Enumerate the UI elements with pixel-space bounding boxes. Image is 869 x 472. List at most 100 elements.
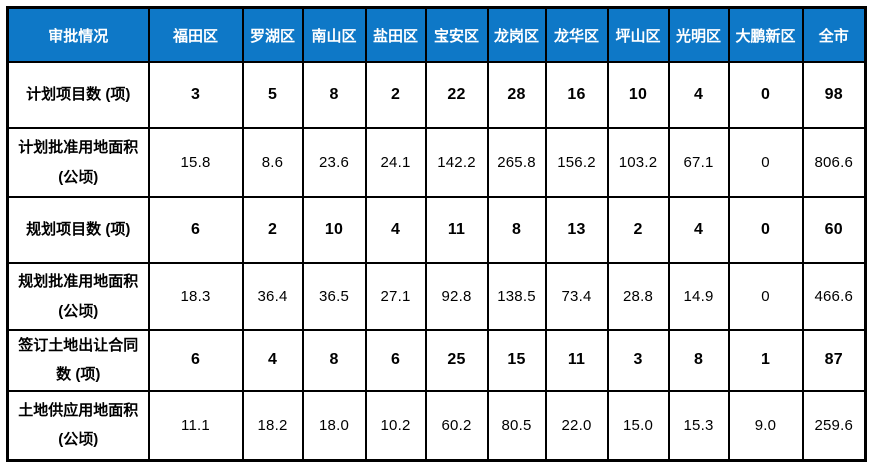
row-label: 计划项目数 (项) bbox=[6, 61, 150, 129]
row-label: 规划项目数 (项) bbox=[6, 196, 150, 264]
data-cell: 14.9 bbox=[667, 262, 730, 331]
data-cell: 10.2 bbox=[364, 389, 427, 462]
data-cell: 265.8 bbox=[486, 127, 547, 198]
data-cell: 87 bbox=[801, 329, 867, 392]
data-cell: 22 bbox=[424, 61, 489, 129]
data-cell: 806.6 bbox=[801, 127, 867, 198]
data-cell: 10 bbox=[301, 196, 367, 264]
data-cell: 28 bbox=[486, 61, 547, 129]
data-cell: 24.1 bbox=[364, 127, 427, 198]
approval-statistics-table: 审批情况 福田区 罗湖区 南山区 盐田区 宝安区 龙岗区 龙华区 坪山区 光明区 大鹏新区 全市 计划… bbox=[6, 6, 867, 462]
table-body: 计划项目数 (项) 3 5 8 2 22 28 16 10 4 0 98 计划批准用地面积 (公顷) 15.… bbox=[6, 61, 867, 462]
data-cell: 98 bbox=[801, 61, 867, 129]
data-cell: 67.1 bbox=[667, 127, 730, 198]
data-cell: 60 bbox=[801, 196, 867, 264]
table-row: 规划项目数 (项) 6 2 10 4 11 8 13 2 4 0 60 bbox=[6, 196, 867, 264]
data-cell: 6 bbox=[147, 329, 244, 392]
data-cell: 259.6 bbox=[801, 389, 867, 462]
district-column-header: 龙华区 bbox=[544, 6, 609, 63]
table-row: 计划批准用地面积 (公顷) 15.8 8.6 23.6 24.1 142.2 265.8 156… bbox=[6, 127, 867, 198]
table-row: 规划批准用地面积 (公顷) 18.3 36.4 36.5 27.1 92.8 138.5 73.… bbox=[6, 262, 867, 331]
data-cell: 9.0 bbox=[727, 389, 804, 462]
data-cell: 92.8 bbox=[424, 262, 489, 331]
data-cell: 8 bbox=[667, 329, 730, 392]
data-cell: 5 bbox=[241, 61, 304, 129]
data-cell: 0 bbox=[727, 196, 804, 264]
data-cell: 13 bbox=[544, 196, 609, 264]
data-cell: 2 bbox=[606, 196, 670, 264]
row-label-line2: (公顷) bbox=[58, 431, 99, 449]
data-cell: 103.2 bbox=[606, 127, 670, 198]
data-cell: 36.5 bbox=[301, 262, 367, 331]
district-column-header: 宝安区 bbox=[424, 6, 489, 63]
row-label: 土地供应用地面积 (公顷) bbox=[6, 389, 150, 462]
data-cell: 1 bbox=[727, 329, 804, 392]
data-cell: 73.4 bbox=[544, 262, 609, 331]
data-cell: 11 bbox=[544, 329, 609, 392]
header-row: 审批情况 福田区 罗湖区 南山区 盐田区 宝安区 龙岗区 龙华区 坪山区 光明区 大鹏新区 全市 bbox=[6, 6, 867, 63]
data-cell: 15 bbox=[486, 329, 547, 392]
table-row: 计划项目数 (项) 3 5 8 2 22 28 16 10 4 0 98 bbox=[6, 61, 867, 129]
data-cell: 2 bbox=[241, 196, 304, 264]
row-label-line2: (公顷) bbox=[58, 302, 99, 320]
data-cell: 6 bbox=[147, 196, 244, 264]
data-cell: 8.6 bbox=[241, 127, 304, 198]
district-column-header: 大鹏新区 bbox=[727, 6, 804, 63]
data-cell: 27.1 bbox=[364, 262, 427, 331]
data-cell: 80.5 bbox=[486, 389, 547, 462]
data-cell: 4 bbox=[241, 329, 304, 392]
row-label-line1: 计划批准用地面积 bbox=[18, 139, 139, 157]
data-cell: 8 bbox=[301, 329, 367, 392]
district-column-header: 盐田区 bbox=[364, 6, 427, 63]
data-cell: 15.0 bbox=[606, 389, 670, 462]
district-column-header: 全市 bbox=[801, 6, 867, 63]
data-cell: 15.3 bbox=[667, 389, 730, 462]
corner-header: 审批情况 bbox=[6, 6, 150, 63]
row-label-line1: 土地供应用地面积 bbox=[18, 402, 139, 419]
data-cell: 15.8 bbox=[147, 127, 244, 198]
data-cell: 10 bbox=[606, 61, 670, 129]
data-cell: 60.2 bbox=[424, 389, 489, 462]
data-cell: 8 bbox=[486, 196, 547, 264]
row-label-line1: 签订土地出让合同 bbox=[18, 337, 139, 354]
data-cell: 156.2 bbox=[544, 127, 609, 198]
row-label-line2: 数 (项) bbox=[56, 366, 101, 384]
table-row: 土地供应用地面积 (公顷) 11.1 18.2 18.0 10.2 60.2 80.5 22.0… bbox=[6, 389, 867, 462]
row-label-line2: (公顷) bbox=[58, 168, 99, 186]
data-cell: 0 bbox=[727, 61, 804, 129]
district-column-header: 坪山区 bbox=[606, 6, 670, 63]
row-label: 规划批准用地面积 (公顷) bbox=[6, 262, 150, 331]
row-label-line1: 计划项目数 (项) bbox=[26, 86, 131, 104]
data-cell: 466.6 bbox=[801, 262, 867, 331]
district-column-header: 福田区 bbox=[147, 6, 244, 63]
data-cell: 11 bbox=[424, 196, 489, 264]
district-column-header: 南山区 bbox=[301, 6, 367, 63]
data-cell: 16 bbox=[544, 61, 609, 129]
data-cell: 18.3 bbox=[147, 262, 244, 331]
table-row: 签订土地出让合同数 (项) 6 4 8 6 25 15 11 3 8 1 87 bbox=[6, 329, 867, 392]
data-cell: 11.1 bbox=[147, 389, 244, 462]
data-cell: 2 bbox=[364, 61, 427, 129]
data-cell: 142.2 bbox=[424, 127, 489, 198]
row-label: 计划批准用地面积 (公顷) bbox=[6, 127, 150, 198]
district-column-header: 光明区 bbox=[667, 6, 730, 63]
data-cell: 23.6 bbox=[301, 127, 367, 198]
row-label: 签订土地出让合同数 (项) bbox=[6, 329, 150, 392]
district-column-header: 罗湖区 bbox=[241, 6, 304, 63]
data-cell: 0 bbox=[727, 127, 804, 198]
data-cell: 18.0 bbox=[301, 389, 367, 462]
data-cell: 36.4 bbox=[241, 262, 304, 331]
data-cell: 4 bbox=[667, 61, 730, 129]
row-label-line1: 规划项目数 (项) bbox=[26, 221, 131, 239]
row-label-line1: 规划批准用地面积 bbox=[18, 273, 139, 291]
data-cell: 0 bbox=[727, 262, 804, 331]
data-cell: 4 bbox=[364, 196, 427, 264]
data-cell: 4 bbox=[667, 196, 730, 264]
data-cell: 25 bbox=[424, 329, 489, 392]
data-cell: 18.2 bbox=[241, 389, 304, 462]
data-cell: 8 bbox=[301, 61, 367, 129]
data-cell: 138.5 bbox=[486, 262, 547, 331]
data-cell: 3 bbox=[606, 329, 670, 392]
data-cell: 28.8 bbox=[606, 262, 670, 331]
